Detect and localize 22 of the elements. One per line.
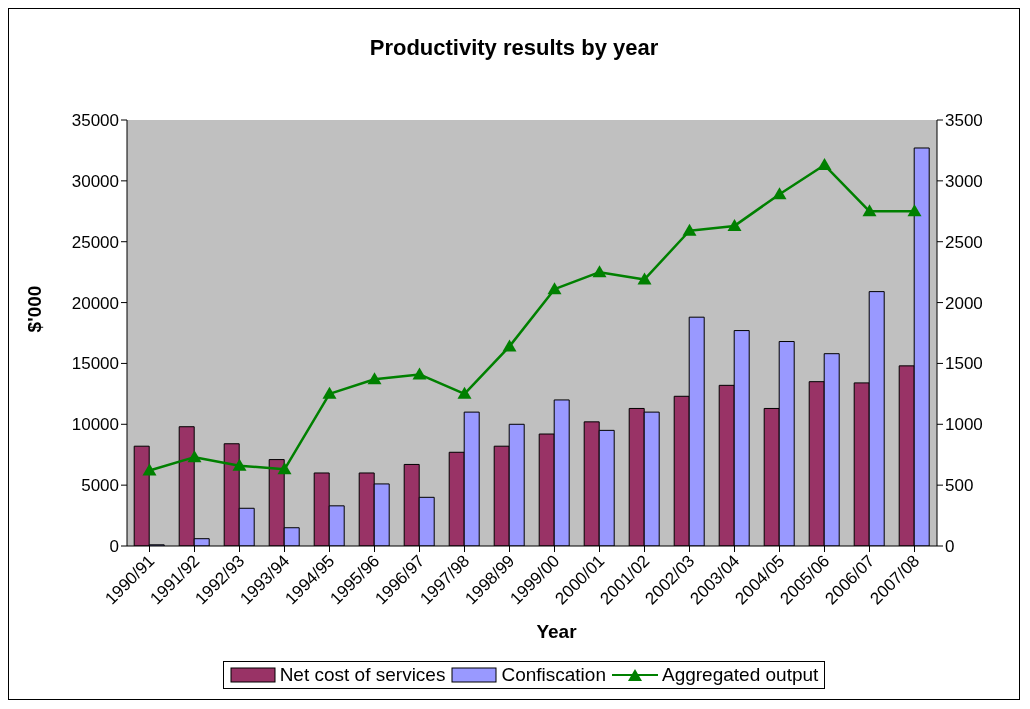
legend-label: Net cost of services (278, 664, 446, 686)
y-tick-label: 25000 (71, 232, 119, 252)
legend-label: Aggregated output (661, 664, 819, 686)
y-tick-label: 20000 (71, 293, 119, 313)
y2-tick-label: 2000 (945, 293, 983, 313)
y2-tick-label: 3000 (945, 171, 983, 191)
chart-title: Productivity results by year (368, 35, 660, 61)
y-tick-label: 10000 (71, 415, 119, 435)
x-axis-title: Year (535, 621, 578, 643)
y-tick-label: 35000 (71, 111, 119, 131)
y-tick-label: 0 (109, 537, 119, 557)
legend-label: Confiscation (500, 664, 606, 686)
y-tick-label: 30000 (71, 171, 119, 191)
y2-tick-label: 500 (945, 476, 974, 496)
y2-tick-label: 2500 (945, 232, 983, 252)
y2-tick-label: 1500 (945, 354, 983, 374)
y2-tick-label: 3500 (945, 111, 983, 131)
y-axis-title: $'000 (24, 285, 46, 333)
y-tick-label: 15000 (71, 354, 119, 374)
y2-tick-label: 0 (945, 537, 955, 557)
y-tick-label: 5000 (81, 476, 119, 496)
y2-tick-label: 1000 (945, 415, 983, 435)
